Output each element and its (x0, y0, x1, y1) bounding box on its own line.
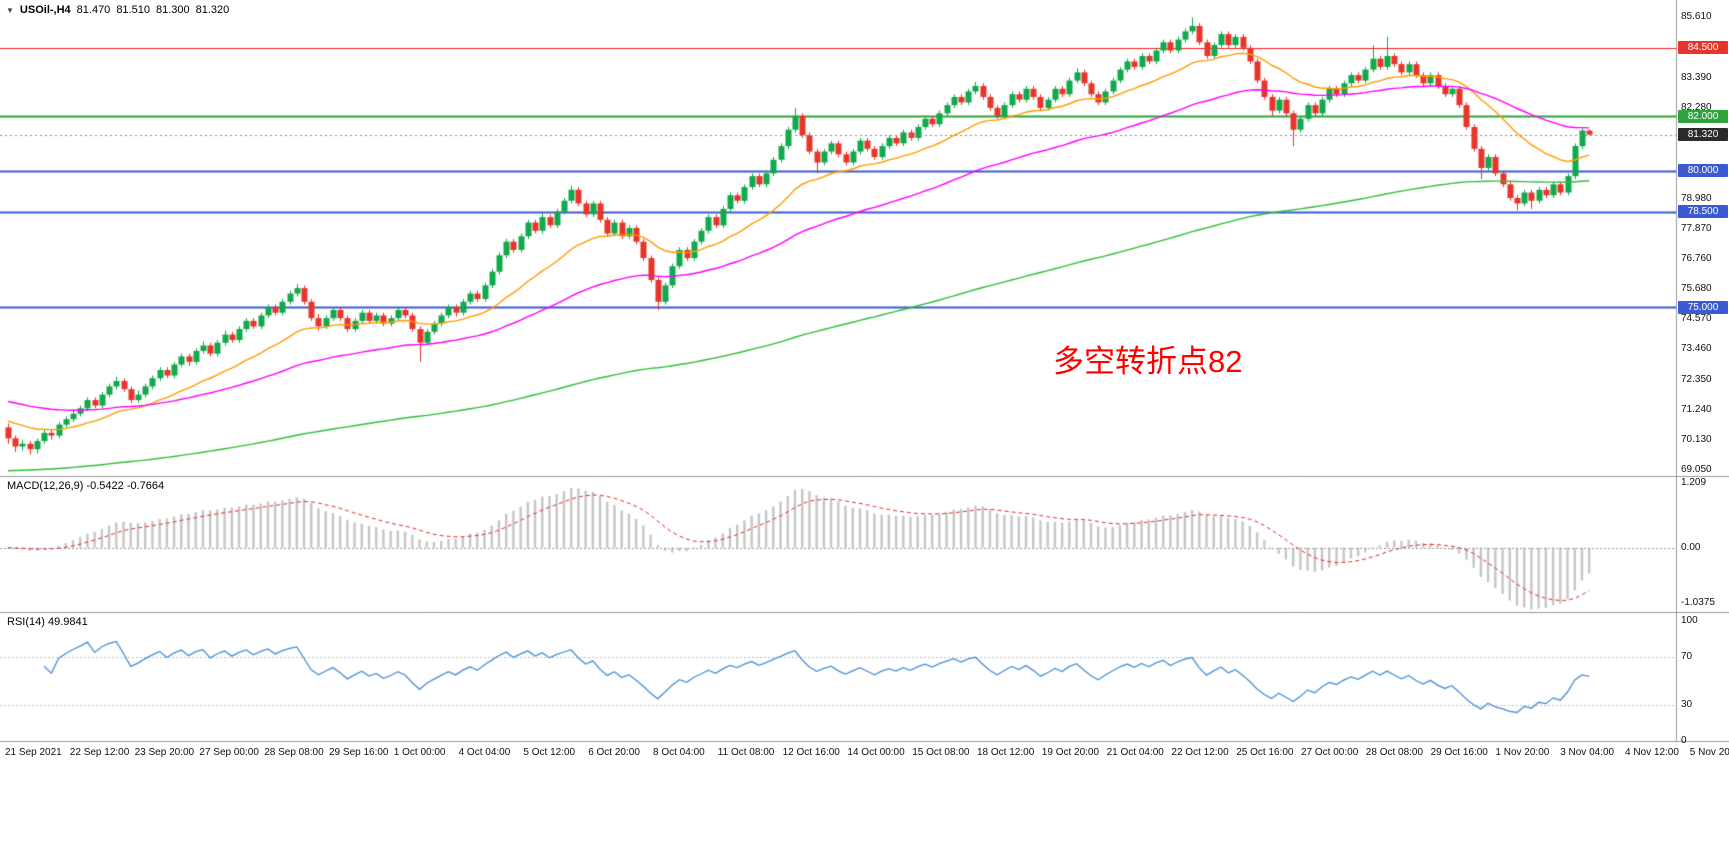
chart-annotation-text[interactable]: 多空转折点82 (1053, 344, 1243, 379)
rsi-tick-label: 70 (1681, 651, 1693, 663)
rsi-indicator-label: RSI(14) 49.9841 (7, 616, 88, 628)
symbol-info: ▼ USOil-,H4 81.470 81.510 81.300 81.320 (6, 4, 229, 16)
price-tick-label: 85.610 (1681, 11, 1712, 23)
time-axis-label: 14 Oct 00:00 (847, 747, 905, 758)
price-tick-label: 77.870 (1681, 222, 1712, 234)
time-axis-label: 19 Oct 20:00 (1041, 747, 1100, 758)
ohlc-low-value: 81.300 (155, 4, 190, 16)
macd-tick-label: 1.209 (1681, 477, 1707, 489)
price-tick-label: 72.350 (1681, 373, 1712, 385)
macd-indicator-label: MACD(12,26,9) -0.5422 -0.7664 (7, 480, 165, 492)
price-scale-badge: 75.000 (1678, 300, 1728, 314)
time-axis-label: 5 Nov 20:00 (1689, 747, 1729, 758)
symbol-timeframe-label: USOil-,H4 (19, 4, 71, 16)
price-tick-label: 76.760 (1681, 253, 1712, 265)
time-axis-label: 11 Oct 08:00 (717, 747, 775, 758)
time-axis-label: 4 Oct 04:00 (458, 747, 511, 758)
time-axis-label: 1 Oct 00:00 (393, 747, 446, 758)
time-axis-label: 22 Oct 12:00 (1171, 747, 1229, 758)
ohlc-open-value: 81.470 (76, 4, 111, 16)
time-axis-label: 29 Oct 16:00 (1430, 747, 1488, 758)
price-tick-label: 73.460 (1681, 343, 1712, 355)
time-axis-label: 4 Nov 12:00 (1625, 747, 1679, 758)
time-axis-label: 22 Sep 12:00 (69, 747, 130, 758)
macd-tick-label: 0.00 (1681, 541, 1701, 553)
time-axis-label: 28 Oct 08:00 (1365, 747, 1424, 758)
price-tick-label: 69.050 (1681, 463, 1712, 475)
symbol-dropdown-icon[interactable]: ▼ (6, 5, 14, 15)
time-axis-label: 28 Sep 08:00 (264, 747, 324, 758)
rsi-tick-label: 0 (1681, 735, 1687, 746)
time-axis-label: 8 Oct 04:00 (653, 747, 705, 758)
price-tick-label: 78.980 (1681, 192, 1712, 204)
time-axis-label: 29 Sep 16:00 (329, 747, 389, 758)
time-axis-label: 27 Sep 00:00 (199, 747, 259, 758)
macd-tick-label: -1.0375 (1681, 596, 1715, 608)
price-scale-badge: 84.500 (1678, 41, 1728, 55)
time-axis-label: 21 Oct 04:00 (1106, 747, 1164, 758)
time-axis-label: 12 Oct 16:00 (782, 747, 840, 758)
price-tick-label: 75.680 (1681, 282, 1712, 294)
rsi-tick-label: 30 (1681, 699, 1693, 711)
ohlc-close-value: 81.320 (195, 4, 230, 16)
time-axis-label: 21 Sep 2021 (5, 747, 62, 758)
price-tick-label: 83.390 (1681, 72, 1712, 84)
price-tick-label: 70.130 (1681, 434, 1712, 446)
time-axis-label: 1 Nov 20:00 (1495, 747, 1550, 758)
price-tick-label: 82.280 (1681, 102, 1712, 114)
time-axis-label: 18 Oct 12:00 (977, 747, 1035, 758)
time-axis-label: 15 Oct 08:00 (912, 747, 970, 758)
time-axis-label: 6 Oct 20:00 (588, 747, 640, 758)
time-axis-label: 27 Oct 00:00 (1301, 747, 1359, 758)
time-axis-label: 23 Sep 20:00 (134, 747, 195, 758)
price-tick-label: 71.240 (1681, 403, 1712, 415)
price-scale-badge: 82.000 (1678, 109, 1728, 123)
ohlc-high-value: 81.510 (116, 4, 150, 16)
time-axis-label: 25 Oct 16:00 (1236, 747, 1294, 758)
price-tick-label: 74.570 (1681, 312, 1712, 324)
time-axis-label: 3 Nov 04:00 (1560, 747, 1615, 758)
rsi-tick-label: 100 (1681, 615, 1698, 627)
price-scale-badge: 80.000 (1678, 164, 1728, 178)
price-scale-badge: 81.320 (1678, 128, 1728, 142)
time-axis-label: 5 Oct 12:00 (523, 747, 576, 758)
price-scale-badge: 78.500 (1678, 205, 1728, 219)
